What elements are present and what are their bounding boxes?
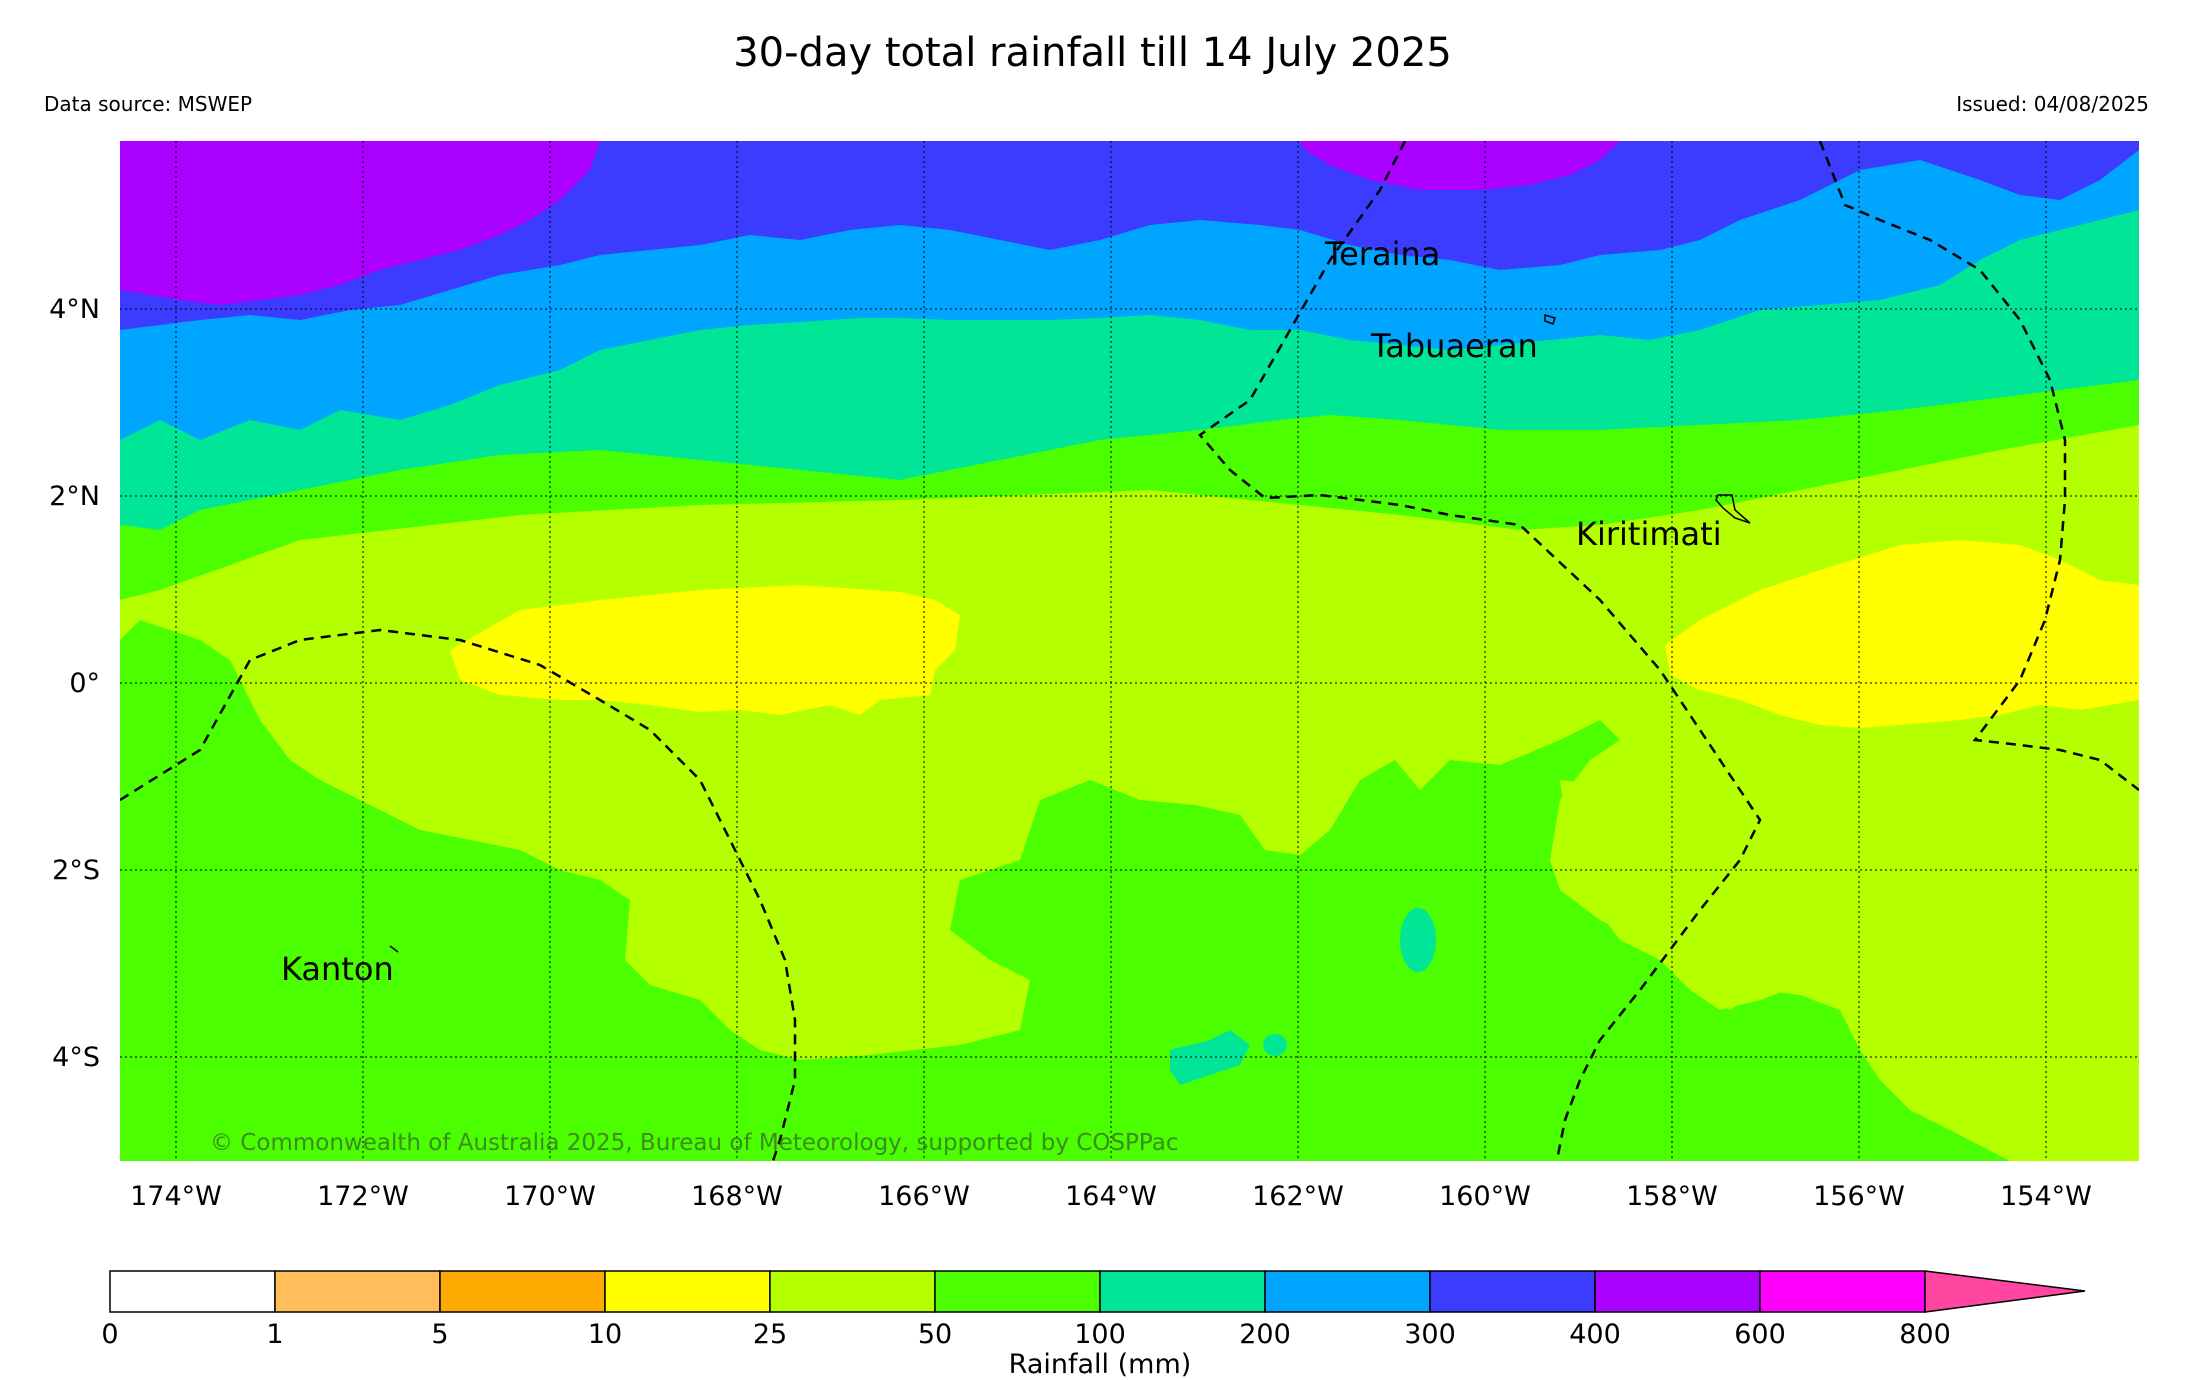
colorbar-tick: 50 bbox=[918, 1319, 952, 1350]
band-300-400 bbox=[120, 141, 2139, 330]
colorbar-tick: 200 bbox=[1239, 1319, 1291, 1350]
lat-label-4s: 4°S bbox=[52, 1042, 100, 1073]
colorbar-segment-100-200 bbox=[1099, 1270, 1266, 1313]
tabuaeran-island-icon bbox=[1544, 313, 1556, 325]
lat-label-0: 0° bbox=[69, 668, 100, 699]
colorbar-tick: 100 bbox=[1074, 1319, 1126, 1350]
colorbar-tick: 600 bbox=[1734, 1319, 1786, 1350]
lon-label-154w: 154°W bbox=[2000, 1181, 2092, 1212]
lon-label-164w: 164°W bbox=[1065, 1181, 1157, 1212]
colorbar-segment-400-600 bbox=[1594, 1270, 1761, 1313]
lat-label-4n: 4°N bbox=[49, 294, 100, 325]
lat-label-2n: 2°N bbox=[49, 481, 100, 512]
copyright-notice: © Commonwealth of Australia 2025, Bureau… bbox=[210, 1130, 1179, 1156]
place-labels: Teraina Tabuaeran Kiritimati Kanton bbox=[281, 235, 1722, 988]
lon-label-174w: 174°W bbox=[130, 1181, 222, 1212]
colorbar-label: Rainfall (mm) bbox=[1009, 1349, 1192, 1380]
kiritimati-island-icon bbox=[1715, 494, 1751, 524]
lon-label-170w: 170°W bbox=[504, 1181, 596, 1212]
place-label-tabuaeran: Tabuaeran bbox=[1370, 327, 1538, 365]
colorbar-tick: 400 bbox=[1569, 1319, 1621, 1350]
band-400-600-east bbox=[1300, 141, 1620, 190]
lon-label-160w: 160°W bbox=[1439, 1181, 1531, 1212]
colorbar-tick-labels: 0 1 5 10 25 50 100 200 300 400 600 800 bbox=[101, 1319, 1950, 1350]
lat-label-2s: 2°S bbox=[52, 855, 100, 886]
lon-label-168w: 168°W bbox=[691, 1181, 783, 1212]
colorbar-tick: 5 bbox=[431, 1319, 448, 1350]
longitude-labels: 174°W 172°W 170°W 168°W 166°W 164°W 162°… bbox=[130, 1181, 2092, 1212]
kanton-island-icon bbox=[389, 945, 399, 953]
colorbar-segment-50-100 bbox=[934, 1270, 1101, 1313]
colorbar-segment-5-10 bbox=[439, 1270, 606, 1313]
colorbar-tick: 300 bbox=[1404, 1319, 1456, 1350]
place-label-teraina: Teraina bbox=[1324, 235, 1440, 273]
map-title: 30-day total rainfall till 14 July 2025 bbox=[733, 30, 1452, 76]
colorbar: 0 1 5 10 25 50 100 200 300 400 600 800 R… bbox=[101, 1270, 2086, 1380]
band-25-50-south bbox=[1560, 780, 1850, 1010]
lon-label-162w: 162°W bbox=[1252, 1181, 1344, 1212]
colorbar-segment-200-300 bbox=[1264, 1270, 1431, 1313]
lon-label-158w: 158°W bbox=[1626, 1181, 1718, 1212]
place-label-kiritimati: Kiritimati bbox=[1576, 515, 1722, 553]
data-source-label: Data source: MSWEP bbox=[44, 92, 253, 116]
lon-label-156w: 156°W bbox=[1813, 1181, 1905, 1212]
lon-label-172w: 172°W bbox=[317, 1181, 409, 1212]
place-label-kanton: Kanton bbox=[281, 950, 394, 988]
colorbar-tick: 10 bbox=[588, 1319, 622, 1350]
band-100-200-spot-3 bbox=[1263, 1034, 1287, 1056]
colorbar-segment-1-5 bbox=[274, 1270, 441, 1313]
band-400-600-west bbox=[120, 141, 600, 305]
band-10-25-east bbox=[1665, 540, 2139, 728]
band-25-50-west bbox=[120, 490, 1560, 1060]
islands bbox=[389, 313, 1751, 953]
colorbar-segment-10-25 bbox=[604, 1270, 771, 1313]
colorbar-tick: 25 bbox=[753, 1319, 787, 1350]
eez-boundaries bbox=[120, 141, 2139, 1161]
lon-label-166w: 166°W bbox=[878, 1181, 970, 1212]
colorbar-segment-25-50 bbox=[769, 1270, 936, 1313]
colorbar-tick: 0 bbox=[101, 1319, 118, 1350]
issued-date-label: Issued: 04/08/2025 bbox=[1956, 92, 2149, 116]
colorbar-segment-0-1 bbox=[109, 1270, 276, 1313]
band-100-200-spot-1 bbox=[1400, 908, 1436, 972]
colorbar-segment-300-400 bbox=[1429, 1270, 1596, 1313]
band-10-25-west bbox=[450, 585, 960, 715]
gridlines bbox=[120, 141, 2139, 1161]
colorbar-tick: 800 bbox=[1899, 1319, 1951, 1350]
colorbar-extend-arrow bbox=[1924, 1270, 2086, 1313]
rainfall-field bbox=[120, 141, 2139, 1161]
colorbar-tick: 1 bbox=[266, 1319, 283, 1350]
colorbar-segment-600-800 bbox=[1759, 1270, 1926, 1313]
latitude-labels: 4°N 2°N 0° 2°S 4°S bbox=[49, 294, 100, 1073]
